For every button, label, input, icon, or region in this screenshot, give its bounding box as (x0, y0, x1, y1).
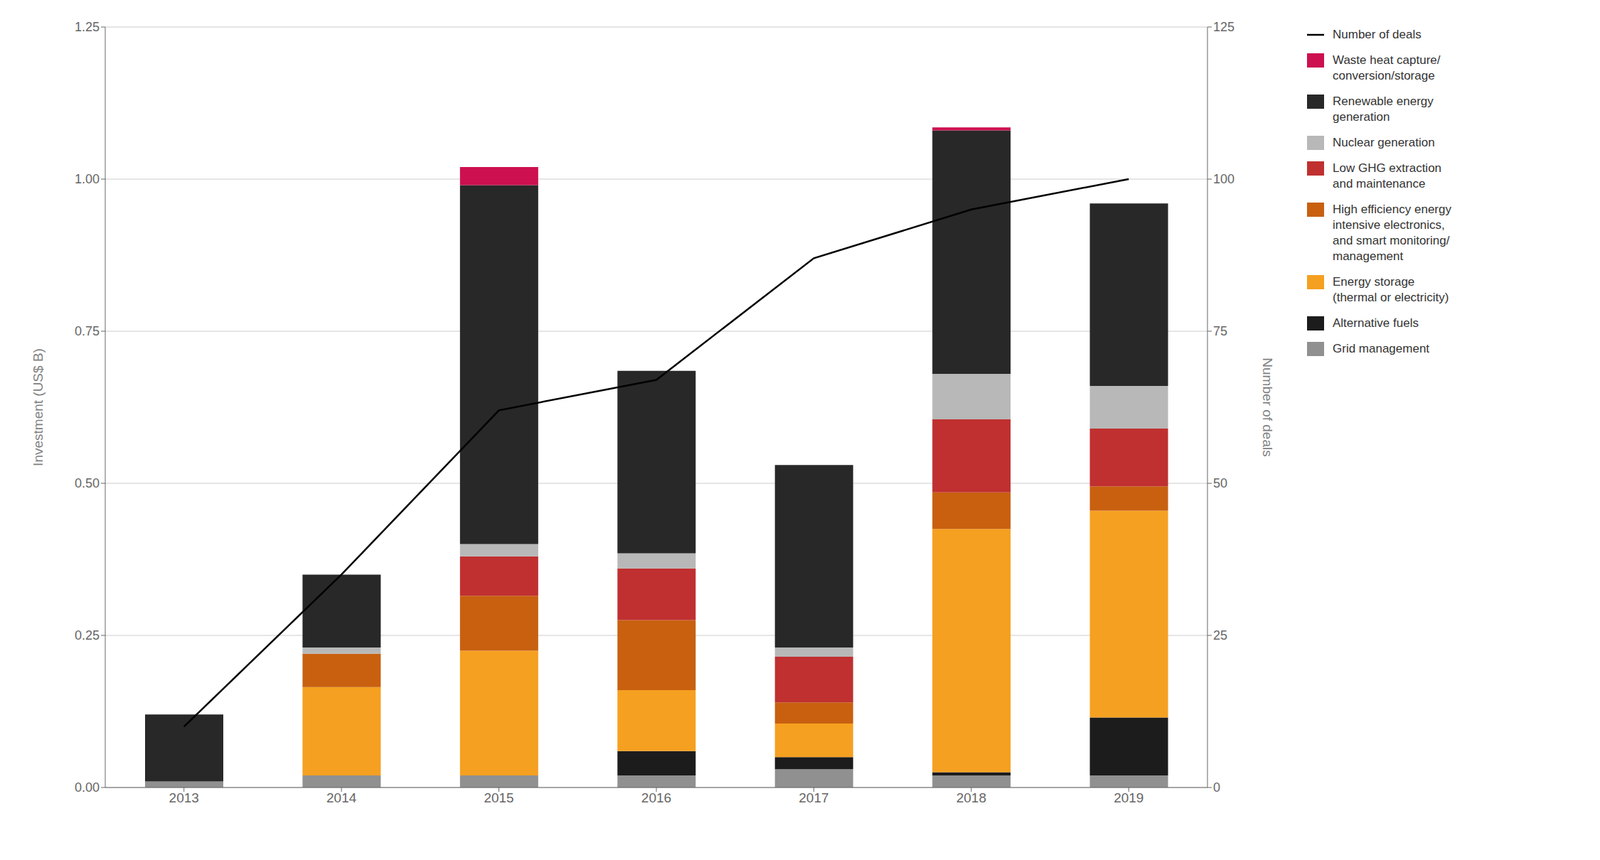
svg-text:2015: 2015 (483, 790, 514, 806)
svg-text:0: 0 (1213, 780, 1221, 796)
html-text:Grid management: Grid management (1332, 342, 1430, 356)
svg-text:0.50: 0.50 (74, 476, 100, 491)
svg-text:2017: 2017 (798, 790, 829, 806)
svg-text:100: 100 (1213, 172, 1235, 187)
html-text:Number of deals: Number of deals (1332, 27, 1422, 42)
svg-text:Investment (US$ B): Investment (US$ B) (30, 348, 46, 467)
svg-text:2013: 2013 (169, 790, 200, 806)
svg-text:Number of deals: Number of deals (1260, 357, 1276, 457)
html-text:Energy storage (thermal or ele: Energy storage (thermal or electricity) (1332, 275, 1449, 305)
html-text:Alternative fuels: Alternative fuels (1332, 316, 1419, 330)
svg-text:1.25: 1.25 (74, 19, 100, 35)
svg-text:1.00: 1.00 (74, 172, 100, 187)
svg-text:50: 50 (1213, 476, 1228, 491)
svg-text:2019: 2019 (1113, 790, 1144, 806)
html-text:Nuclear generation: Nuclear generation (1332, 135, 1435, 150)
svg-text:25: 25 (1213, 628, 1228, 643)
svg-text:2016: 2016 (641, 790, 672, 806)
svg-text:0.00: 0.00 (74, 780, 100, 796)
html-text:Low GHG extraction and mainten: Low GHG extraction and maintenance (1332, 161, 1442, 191)
svg-text:75: 75 (1213, 324, 1228, 339)
html-text:Renewable energy generation: Renewable energy generation (1332, 94, 1434, 124)
html-text:High efficiency energy intensi: High efficiency energy intensive electro… (1332, 202, 1452, 264)
svg-text:2018: 2018 (956, 790, 987, 806)
svg-text:125: 125 (1213, 19, 1235, 35)
html-text:Waste heat capture/ conversion: Waste heat capture/ conversion/storage (1332, 53, 1441, 83)
svg-text:0.75: 0.75 (74, 324, 100, 339)
svg-text:2014: 2014 (326, 790, 357, 806)
svg-text:0.25: 0.25 (74, 628, 100, 643)
